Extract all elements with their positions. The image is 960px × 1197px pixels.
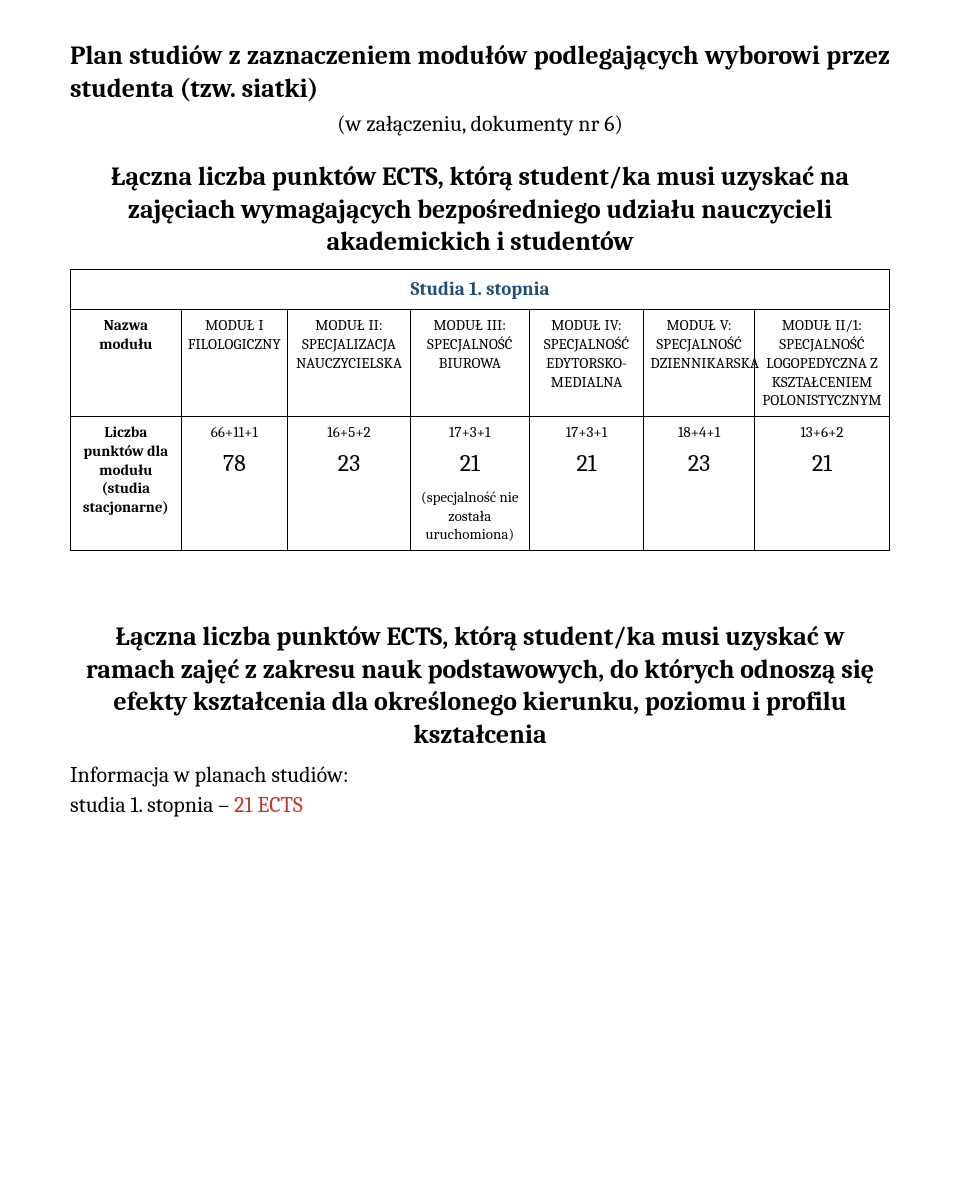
module-sum: 17+3+1 xyxy=(417,423,523,442)
module-total: 23 xyxy=(294,448,404,478)
info-block: Informacja w planach studiów: studia 1. … xyxy=(70,761,890,820)
module-header: MODUŁ III: SPECJALNOŚĆ BIUROWA xyxy=(410,310,529,417)
page-title: Plan studiów z zaznaczeniem modułów podl… xyxy=(70,40,890,105)
row-header-name: Nazwa modułu xyxy=(71,310,182,417)
info-line-1: Informacja w planach studiów: xyxy=(70,761,890,791)
module-total: 21 xyxy=(417,448,523,478)
module-value: 17+3+1 21 (specjalność nie została uruchom… xyxy=(410,417,529,551)
module-total: 78 xyxy=(188,448,281,478)
row-header-points: Liczba punktów dla modułu (studia stacjo… xyxy=(71,417,182,551)
page-subtitle: (w załączeniu, dokumenty nr 6) xyxy=(70,111,890,137)
info-line-2-value: 21 ECTS xyxy=(234,792,303,818)
table-banner: Studia 1. stopnia xyxy=(71,269,890,310)
module-header: MODUŁ II/1: SPECJALNOŚĆ LOGOPEDYCZNA Z K… xyxy=(754,310,889,417)
module-value: 66+11+1 78 xyxy=(181,417,287,551)
module-header: MODUŁ I FILOLOGICZNY xyxy=(181,310,287,417)
module-value: 18+4+1 23 xyxy=(644,417,755,551)
ects-table: Studia 1. stopniaNazwa modułuMODUŁ I FIL… xyxy=(70,269,890,552)
module-sum: 13+6+2 xyxy=(761,423,883,442)
module-header: MODUŁ V: SPECJALNOŚĆ DZIENNIKARSKA xyxy=(644,310,755,417)
module-total: 21 xyxy=(536,448,638,478)
module-sum: 18+4+1 xyxy=(650,423,748,442)
module-header: MODUŁ IV: SPECJALNOŚĆ EDYTORSKO-MEDIALNA xyxy=(529,310,644,417)
module-value: 16+5+2 23 xyxy=(288,417,411,551)
module-value: 13+6+2 21 xyxy=(754,417,889,551)
module-total: 23 xyxy=(650,448,748,478)
info-line-2: studia 1. stopnia – 21 ECTS xyxy=(70,791,890,821)
module-header: MODUŁ II: SPECJALIZACJA NAUCZYCIELSKA xyxy=(288,310,411,417)
module-note: (specjalność nie została uruchomiona) xyxy=(417,488,523,544)
module-value: 17+3+1 21 xyxy=(529,417,644,551)
module-total: 21 xyxy=(761,448,883,478)
module-sum: 16+5+2 xyxy=(294,423,404,442)
info-line-2-prefix: studia 1. stopnia – xyxy=(70,792,234,818)
module-sum: 17+3+1 xyxy=(536,423,638,442)
section-1-heading: Łączna liczba punktów ECTS, którą studen… xyxy=(70,161,890,259)
section-2-heading: Łączna liczba punktów ECTS, którą studen… xyxy=(70,621,890,751)
module-sum: 66+11+1 xyxy=(188,423,281,442)
